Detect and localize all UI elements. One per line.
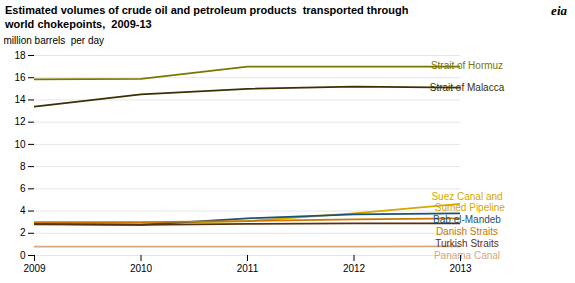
svg-text:18: 18 <box>14 50 26 61</box>
svg-text:2013: 2013 <box>449 263 472 274</box>
svg-text:2: 2 <box>20 227 26 238</box>
svg-text:2011: 2011 <box>237 263 259 274</box>
svg-text:0: 0 <box>20 250 26 261</box>
svg-text:4: 4 <box>20 205 26 216</box>
svg-text:2012: 2012 <box>343 263 366 274</box>
svg-text:Strait of Hormuz: Strait of Hormuz <box>431 60 503 71</box>
svg-text:Strait of Malacca: Strait of Malacca <box>430 82 505 93</box>
svg-text:2010: 2010 <box>130 263 153 274</box>
svg-text:Turkish Straits: Turkish Straits <box>435 238 499 249</box>
svg-text:Danish Straits: Danish Straits <box>436 226 498 237</box>
svg-text:Bab el-Mandeb: Bab el-Mandeb <box>433 214 501 225</box>
svg-text:6: 6 <box>20 183 26 194</box>
svg-text:8: 8 <box>20 161 26 172</box>
svg-text:2009: 2009 <box>23 263 46 274</box>
html-text:Estimated volumes of crude oil: Estimated volumes of crude oil and petro… <box>5 4 409 30</box>
html-text:eia: eia <box>551 3 567 18</box>
svg-text:Suez Canal and Sumed Pipeline: Suez Canal and Sumed Pipeline <box>429 191 505 213</box>
svg-text:million barrels per day: million barrels per day <box>4 35 105 46</box>
svg-text:16: 16 <box>14 72 26 83</box>
svg-text:Panama Canal: Panama Canal <box>434 250 500 261</box>
svg-text:10: 10 <box>14 139 26 150</box>
svg-text:12: 12 <box>14 116 26 127</box>
svg-text:14: 14 <box>14 94 26 105</box>
